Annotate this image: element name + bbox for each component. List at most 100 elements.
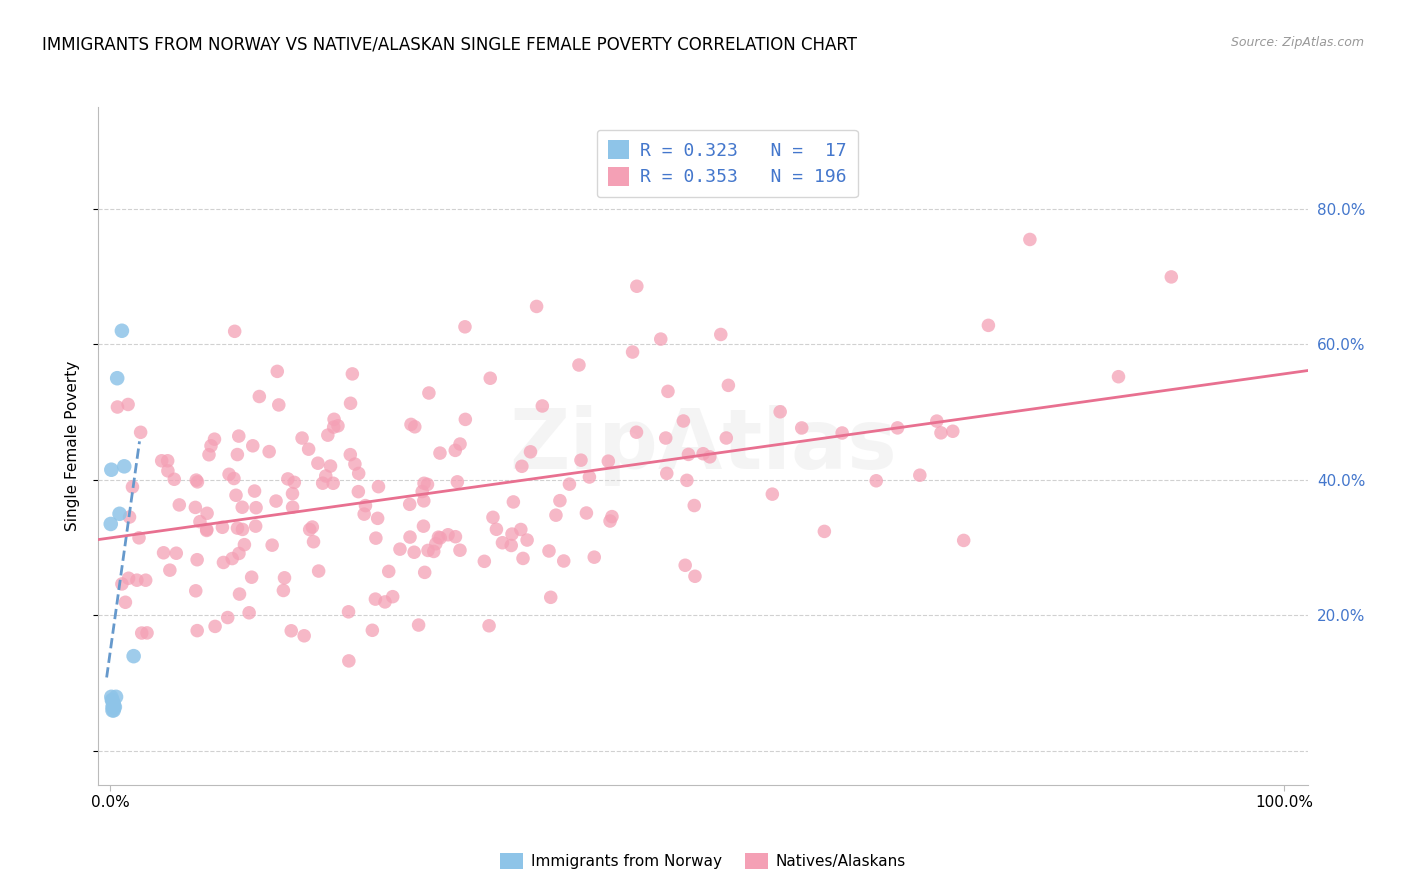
Point: [121, 480, 143, 494]
Point: [558, 477, 581, 491]
Point: [672, 414, 695, 428]
Point: [425, 537, 447, 551]
Point: [361, 624, 384, 638]
Point: [578, 470, 600, 484]
Point: [347, 467, 370, 481]
Point: [118, 510, 141, 524]
Point: [412, 519, 434, 533]
Point: [226, 448, 249, 462]
Point: [122, 649, 145, 664]
Point: [600, 509, 623, 524]
Point: [322, 420, 344, 434]
Point: [886, 421, 908, 435]
Point: [273, 571, 295, 585]
Point: [233, 538, 256, 552]
Point: [446, 475, 468, 489]
Point: [129, 425, 152, 440]
Point: [449, 543, 471, 558]
Point: [416, 477, 439, 491]
Point: [717, 378, 740, 392]
Point: [316, 428, 339, 442]
Point: [165, 546, 187, 560]
Point: [553, 554, 575, 568]
Point: [150, 454, 173, 468]
Point: [347, 484, 370, 499]
Point: [699, 450, 721, 464]
Point: [101, 703, 124, 717]
Point: [156, 464, 179, 478]
Point: [404, 545, 426, 559]
Point: [479, 371, 502, 385]
Point: [599, 514, 621, 528]
Point: [280, 624, 302, 638]
Point: [226, 521, 249, 535]
Point: [408, 618, 430, 632]
Point: [388, 542, 411, 557]
Point: [114, 595, 136, 609]
Point: [673, 558, 696, 573]
Point: [301, 520, 323, 534]
Point: [422, 544, 444, 558]
Y-axis label: Single Female Poverty: Single Female Poverty: [65, 361, 80, 531]
Point: [195, 522, 218, 536]
Point: [186, 624, 208, 638]
Point: [429, 531, 451, 545]
Point: [101, 700, 124, 714]
Point: [291, 431, 314, 445]
Point: [101, 693, 124, 707]
Point: [298, 523, 321, 537]
Point: [322, 476, 344, 491]
Point: [454, 412, 477, 426]
Point: [925, 414, 948, 428]
Point: [111, 577, 134, 591]
Point: [769, 405, 792, 419]
Point: [100, 463, 122, 477]
Point: [364, 531, 387, 545]
Point: [367, 511, 389, 525]
Point: [367, 480, 389, 494]
Point: [353, 507, 375, 521]
Point: [326, 418, 349, 433]
Point: [516, 533, 538, 547]
Point: [374, 595, 396, 609]
Point: [184, 500, 207, 515]
Point: [537, 544, 560, 558]
Point: [302, 534, 325, 549]
Point: [429, 446, 451, 460]
Point: [575, 506, 598, 520]
Point: [245, 500, 267, 515]
Point: [184, 583, 207, 598]
Point: [416, 543, 439, 558]
Point: [761, 487, 783, 501]
Point: [323, 412, 346, 426]
Point: [264, 494, 287, 508]
Point: [655, 467, 678, 481]
Point: [163, 472, 186, 486]
Point: [413, 476, 436, 491]
Point: [186, 475, 208, 489]
Point: [221, 551, 243, 566]
Point: [510, 459, 533, 474]
Point: [186, 552, 208, 566]
Point: [942, 424, 965, 438]
Point: [501, 539, 523, 553]
Point: [509, 523, 531, 537]
Point: [337, 605, 360, 619]
Point: [100, 516, 122, 531]
Point: [238, 606, 260, 620]
Point: [568, 358, 591, 372]
Point: [262, 538, 284, 552]
Point: [136, 626, 159, 640]
Point: [101, 693, 124, 707]
Text: ZipAtlas: ZipAtlas: [509, 406, 897, 486]
Point: [225, 488, 247, 502]
Point: [583, 550, 606, 565]
Point: [342, 367, 364, 381]
Point: [339, 396, 361, 410]
Point: [569, 453, 592, 467]
Point: [678, 447, 700, 461]
Point: [231, 523, 253, 537]
Point: [444, 443, 467, 458]
Point: [273, 583, 295, 598]
Point: [540, 591, 562, 605]
